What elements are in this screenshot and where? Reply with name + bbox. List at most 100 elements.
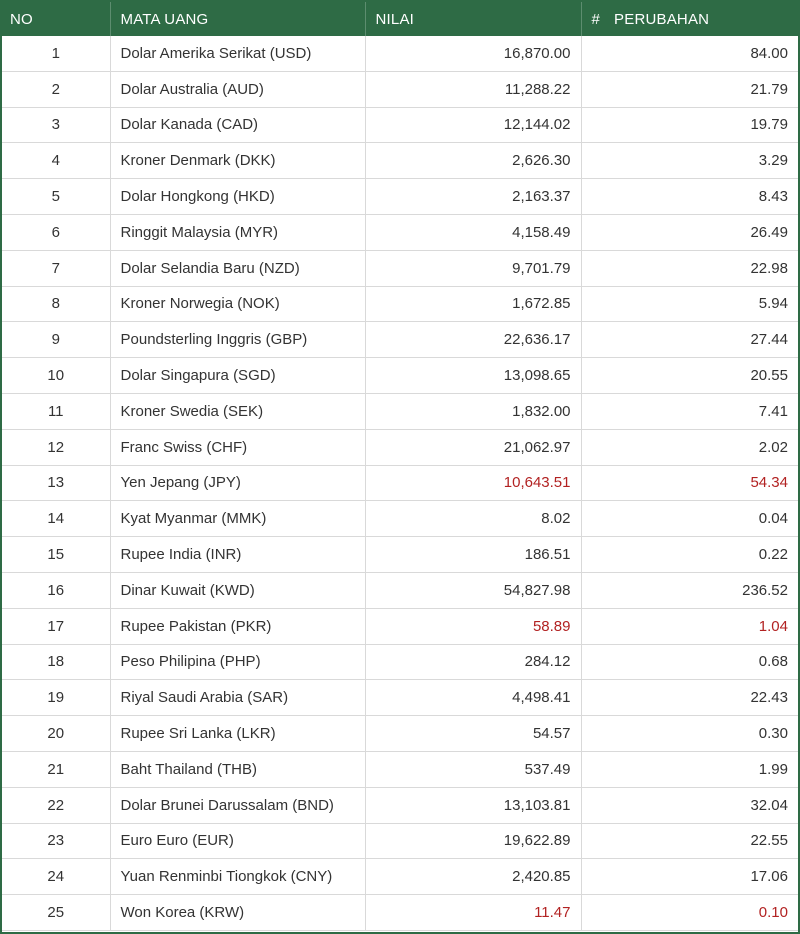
cell-change: 20.55 xyxy=(581,357,798,394)
cell-value: 284.12 xyxy=(365,644,582,681)
table-row: 18 Peso Philipina (PHP) 284.12 0.68 xyxy=(2,644,798,681)
cell-currency: Yen Jepang (JPY) xyxy=(110,465,366,502)
cell-change: 21.79 xyxy=(581,71,798,108)
cell-currency: Dolar Brunei Darussalam (BND) xyxy=(110,787,366,824)
cell-change: 0.10 xyxy=(581,894,798,931)
cell-value: 11.47 xyxy=(365,894,582,931)
cell-value: 19,622.89 xyxy=(365,823,582,860)
cell-value: 54.57 xyxy=(365,715,582,752)
cell-change: 0.04 xyxy=(581,500,798,538)
cell-no: 23 xyxy=(2,823,111,860)
cell-currency: Kyat Myanmar (MMK) xyxy=(110,500,366,538)
cell-no: 18 xyxy=(2,644,111,681)
cell-no: 16 xyxy=(2,572,111,609)
cell-value: 54,827.98 xyxy=(365,572,582,609)
header-no[interactable]: NO xyxy=(2,2,111,36)
cell-change: 54.34 xyxy=(581,465,798,502)
cell-value: 4,498.41 xyxy=(365,679,582,717)
cell-currency: Kroner Denmark (DKK) xyxy=(110,142,366,180)
cell-value: 12,144.02 xyxy=(365,107,582,144)
cell-no: 17 xyxy=(2,608,111,645)
table-row: 5 Dolar Hongkong (HKD) 2,163.37 8.43 xyxy=(2,178,798,215)
cell-currency: Franc Swiss (CHF) xyxy=(110,429,366,466)
cell-value: 537.49 xyxy=(365,751,582,788)
cell-change: 22.55 xyxy=(581,823,798,860)
cell-currency: Poundsterling Inggris (GBP) xyxy=(110,321,366,359)
table-row: 8 Kroner Norwegia (NOK) 1,672.85 5.94 xyxy=(2,286,798,323)
cell-value: 13,103.81 xyxy=(365,787,582,824)
table-row: 20 Rupee Sri Lanka (LKR) 54.57 0.30 xyxy=(2,715,798,752)
header-row: NO MATA UANG NILAI # PERUBAHAN xyxy=(2,2,798,36)
cell-currency: Baht Thailand (THB) xyxy=(110,751,366,788)
cell-no: 13 xyxy=(2,465,111,502)
cell-change: 22.98 xyxy=(581,250,798,287)
cell-change: 0.22 xyxy=(581,536,798,573)
table-row: 10 Dolar Singapura (SGD) 13,098.65 20.55 xyxy=(2,357,798,394)
cell-change: 84.00 xyxy=(581,36,798,72)
table-row: 9 Poundsterling Inggris (GBP) 22,636.17 27.… xyxy=(2,321,798,359)
cell-currency: Won Korea (KRW) xyxy=(110,894,366,931)
cell-no: 24 xyxy=(2,858,111,896)
table-row: 3 Dolar Kanada (CAD) 12,144.02 19.79 xyxy=(2,107,798,144)
cell-value: 1,672.85 xyxy=(365,286,582,323)
header-value[interactable]: NILAI xyxy=(365,2,582,36)
cell-change: 17.06 xyxy=(581,858,798,896)
table-row: 24 Yuan Renminbi Tiongkok (CNY) 2,420.85 17… xyxy=(2,858,798,896)
table-row: 17 Rupee Pakistan (PKR) 58.89 1.04 xyxy=(2,608,798,645)
hash-icon: # xyxy=(591,10,601,28)
table-body: 1 Dolar Amerika Serikat (USD) 16,870.00 84.… xyxy=(2,36,798,931)
cell-change: 1.04 xyxy=(581,608,798,645)
cell-change: 0.68 xyxy=(581,644,798,681)
cell-currency: Ringgit Malaysia (MYR) xyxy=(110,214,366,251)
cell-value: 21,062.97 xyxy=(365,429,582,466)
cell-change: 19.79 xyxy=(581,107,798,144)
table-row: 6 Ringgit Malaysia (MYR) 4,158.49 26.49 xyxy=(2,214,798,251)
cell-currency: Yuan Renminbi Tiongkok (CNY) xyxy=(110,858,366,896)
cell-value: 2,163.37 xyxy=(365,178,582,215)
table-row: 12 Franc Swiss (CHF) 21,062.97 2.02 xyxy=(2,429,798,466)
cell-currency: Peso Philipina (PHP) xyxy=(110,644,366,681)
cell-change: 26.49 xyxy=(581,214,798,251)
cell-value: 186.51 xyxy=(365,536,582,573)
table-row: 16 Dinar Kuwait (KWD) 54,827.98 236.52 xyxy=(2,572,798,609)
cell-change: 22.43 xyxy=(581,679,798,717)
table-row: 11 Kroner Swedia (SEK) 1,832.00 7.41 xyxy=(2,393,798,430)
cell-change: 3.29 xyxy=(581,142,798,180)
cell-value: 9,701.79 xyxy=(365,250,582,287)
cell-currency: Dolar Amerika Serikat (USD) xyxy=(110,36,366,72)
cell-change: 236.52 xyxy=(581,572,798,609)
table-header: NO MATA UANG NILAI # PERUBAHAN xyxy=(2,2,798,36)
table-row: 22 Dolar Brunei Darussalam (BND) 13,103.81… xyxy=(2,787,798,824)
cell-no: 2 xyxy=(2,71,111,108)
cell-value: 4,158.49 xyxy=(365,214,582,251)
cell-no: 12 xyxy=(2,429,111,466)
cell-change: 27.44 xyxy=(581,321,798,359)
cell-currency: Dolar Selandia Baru (NZD) xyxy=(110,250,366,287)
cell-no: 11 xyxy=(2,393,111,430)
cell-value: 22,636.17 xyxy=(365,321,582,359)
table-row: 14 Kyat Myanmar (MMK) 8.02 0.04 xyxy=(2,500,798,538)
cell-currency: Dolar Kanada (CAD) xyxy=(110,107,366,144)
cell-currency: Kroner Swedia (SEK) xyxy=(110,393,366,430)
cell-no: 22 xyxy=(2,787,111,824)
table-row: 1 Dolar Amerika Serikat (USD) 16,870.00 84.… xyxy=(2,36,798,72)
table-row: 7 Dolar Selandia Baru (NZD) 9,701.79 22.98 xyxy=(2,250,798,287)
header-currency[interactable]: MATA UANG xyxy=(110,2,366,36)
cell-currency: Kroner Norwegia (NOK) xyxy=(110,286,366,323)
cell-no: 21 xyxy=(2,751,111,788)
cell-no: 8 xyxy=(2,286,111,323)
cell-no: 1 xyxy=(2,36,111,72)
cell-currency: Rupee Sri Lanka (LKR) xyxy=(110,715,366,752)
cell-change: 8.43 xyxy=(581,178,798,215)
cell-currency: Euro Euro (EUR) xyxy=(110,823,366,860)
table-row: 21 Baht Thailand (THB) 537.49 1.99 xyxy=(2,751,798,788)
header-change-label: PERUBAHAN xyxy=(614,10,710,28)
cell-currency: Rupee India (INR) xyxy=(110,536,366,573)
cell-no: 5 xyxy=(2,178,111,215)
cell-value: 8.02 xyxy=(365,500,582,538)
header-change[interactable]: # PERUBAHAN xyxy=(581,2,798,36)
cell-currency: Dolar Hongkong (HKD) xyxy=(110,178,366,215)
cell-value: 13,098.65 xyxy=(365,357,582,394)
